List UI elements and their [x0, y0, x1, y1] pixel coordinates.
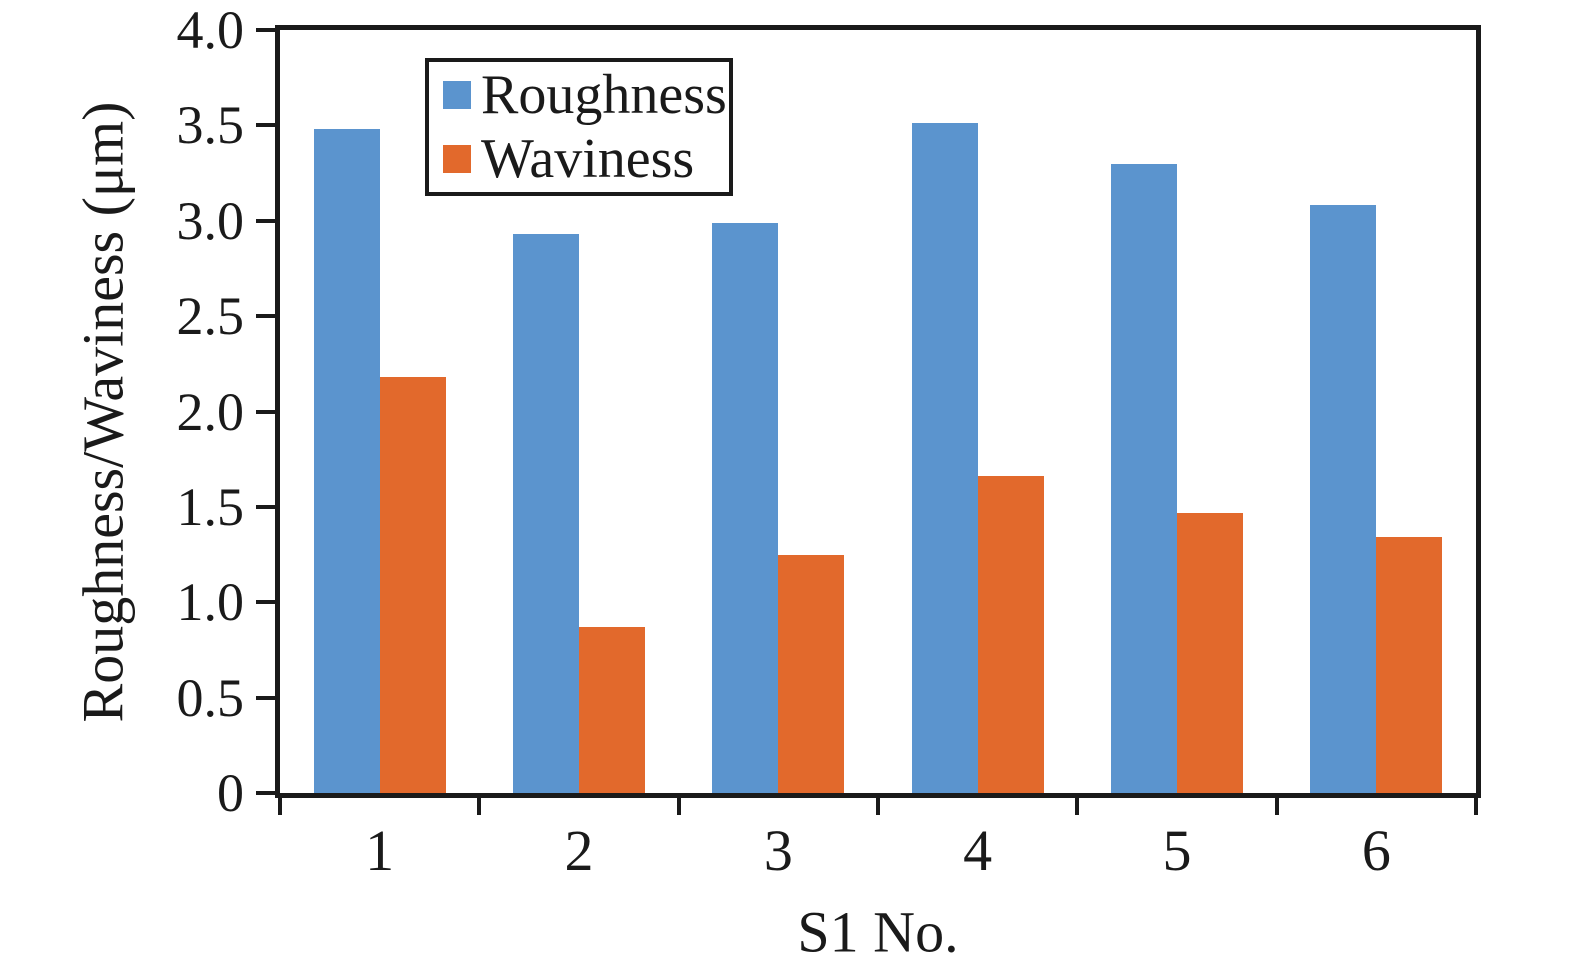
y-tick — [256, 409, 280, 414]
y-tick — [256, 314, 280, 319]
y-tick-label: 0 — [217, 763, 244, 823]
bar-waviness-3 — [778, 554, 845, 793]
legend-swatch-waviness — [443, 145, 471, 173]
y-tick — [256, 504, 280, 509]
bar-roughness-2 — [513, 234, 579, 793]
y-tick-label: 4.0 — [176, 0, 245, 60]
y-tick — [256, 123, 280, 128]
y-tick — [256, 600, 280, 605]
bar-waviness-1 — [379, 377, 446, 793]
y-tick-label: 3.5 — [176, 95, 245, 156]
y-tick-label: 2.0 — [176, 381, 245, 442]
x-tick — [278, 793, 282, 815]
bar-roughness-6 — [1310, 205, 1377, 793]
legend-swatch-roughness — [443, 81, 471, 109]
legend: Roughness Waviness — [425, 58, 733, 196]
y-tick — [256, 791, 280, 795]
x-tick-label: 6 — [1361, 818, 1391, 883]
bar-waviness-5 — [1177, 512, 1243, 793]
x-tick — [1075, 793, 1080, 815]
legend-item-waviness: Waviness — [443, 130, 715, 188]
bar-roughness-5 — [1111, 163, 1177, 793]
x-tick-label: 2 — [564, 818, 594, 883]
legend-label-roughness: Roughness — [481, 64, 727, 126]
x-tick-label: 1 — [365, 818, 395, 883]
x-tick — [876, 793, 880, 815]
bar-roughness-4 — [911, 123, 978, 793]
y-tick — [256, 28, 280, 32]
bar-roughness-3 — [712, 222, 779, 793]
y-tick-label: 2.5 — [176, 286, 245, 347]
bar-roughness-1 — [313, 129, 380, 793]
x-tick — [1474, 793, 1478, 815]
x-tick-label: 5 — [1162, 818, 1192, 883]
bar-waviness-6 — [1376, 537, 1443, 793]
x-tick-label: 3 — [763, 818, 793, 883]
x-axis-title: S1 No. — [797, 899, 959, 965]
bar-waviness-4 — [977, 476, 1044, 793]
x-tick-label: 4 — [963, 818, 993, 883]
x-tick — [676, 793, 681, 815]
legend-item-roughness: Roughness — [443, 66, 727, 124]
y-tick — [256, 218, 280, 223]
y-tick-label: 3.0 — [176, 190, 245, 251]
x-tick — [1274, 793, 1279, 815]
y-tick-label: 1.0 — [176, 572, 245, 633]
y-tick-label: 1.5 — [176, 476, 245, 537]
bar-waviness-2 — [579, 627, 645, 793]
x-tick — [477, 793, 482, 815]
y-tick-label: 0.5 — [176, 667, 245, 728]
legend-label-waviness: Waviness — [481, 128, 695, 190]
y-tick — [256, 695, 280, 700]
